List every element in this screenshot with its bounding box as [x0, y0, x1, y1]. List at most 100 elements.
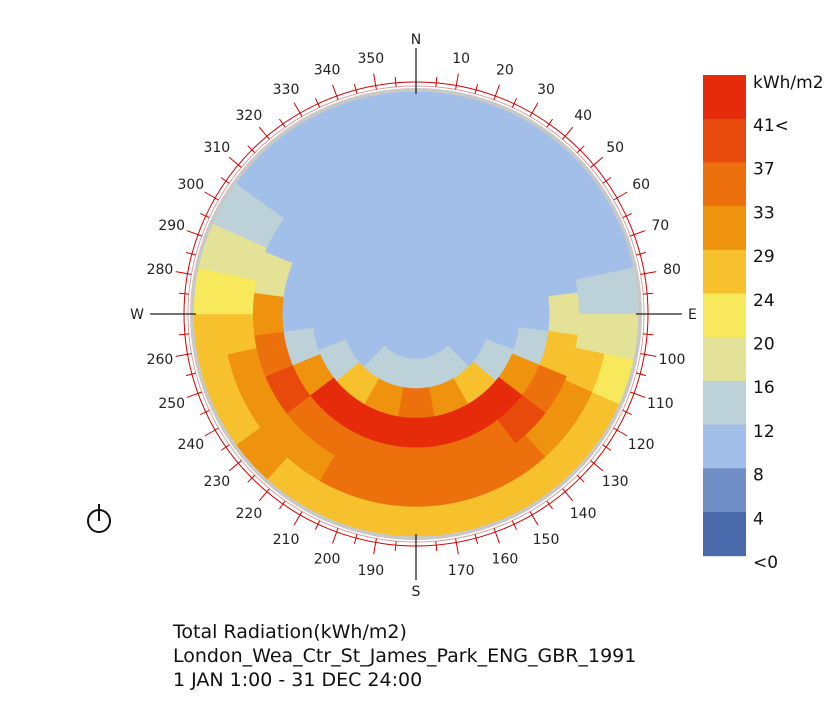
azimuth-tick	[186, 230, 202, 237]
caption-location: London_Wea_Ctr_St_James_Park_ENG_GBR_199…	[173, 645, 637, 667]
azimuth-tick	[562, 126, 574, 140]
sky-patch	[394, 150, 438, 183]
compass-label-north: N	[411, 32, 421, 48]
legend-swatch	[703, 380, 746, 426]
azimuth-label: 30	[537, 82, 555, 98]
legend-swatch	[703, 206, 746, 251]
azimuth-label: 220	[236, 506, 263, 522]
azimuth-tick	[293, 102, 303, 117]
sky-patch	[193, 267, 229, 315]
azimuth-label: 320	[236, 108, 263, 124]
azimuth-tick	[640, 353, 657, 357]
azimuth-label: 110	[647, 396, 674, 412]
azimuth-tick	[200, 409, 210, 416]
sky-patch	[394, 445, 438, 478]
legend-swatch	[703, 293, 746, 338]
azimuth-tick	[247, 474, 256, 483]
azimuth-tick	[602, 177, 612, 184]
azimuth-tick	[279, 500, 286, 510]
chart-caption: Total Radiation(kWh/m2) London_Wea_Ctr_S…	[173, 620, 636, 692]
azimuth-tick	[220, 177, 230, 184]
azimuth-tick	[228, 156, 242, 168]
caption-title: Total Radiation(kWh/m2)	[173, 621, 407, 643]
azimuth-tick	[630, 391, 646, 398]
legend-label: 29	[753, 247, 775, 267]
azimuth-label: 100	[659, 352, 686, 368]
sky-patch	[223, 313, 258, 355]
azimuth-label: 70	[651, 218, 669, 234]
azimuth-label: 130	[602, 474, 629, 490]
azimuth-tick	[474, 534, 479, 545]
azimuth-label: 20	[496, 63, 514, 79]
azimuth-tick	[394, 76, 397, 87]
azimuth-label: 190	[357, 563, 384, 579]
azimuth-tick	[455, 73, 459, 90]
azimuth-tick	[258, 126, 270, 140]
sky-patch	[574, 313, 609, 355]
azimuth-tick	[185, 372, 196, 377]
azimuth-tick	[353, 83, 358, 94]
azimuth-label: 230	[203, 474, 230, 490]
azimuth-tick	[613, 191, 628, 201]
legend-swatch	[703, 337, 746, 382]
azimuth-tick	[576, 474, 585, 483]
azimuth-label: 40	[574, 108, 592, 124]
azimuth-tick	[590, 156, 604, 168]
azimuth-tick	[314, 520, 321, 530]
azimuth-label: 170	[448, 563, 475, 579]
azimuth-label: 200	[314, 551, 341, 567]
azimuth-tick	[373, 73, 377, 90]
azimuth-tick	[185, 251, 196, 256]
sky-patch	[547, 292, 580, 336]
sky-patch	[282, 296, 314, 332]
azimuth-tick	[178, 333, 189, 336]
azimuth-tick	[435, 541, 438, 552]
azimuth-label: 310	[203, 140, 230, 156]
azimuth-tick	[636, 251, 647, 256]
legend-label: 8	[753, 466, 764, 486]
compass-labels: N E S W	[130, 32, 697, 600]
azimuth-tick	[394, 541, 397, 552]
azimuth-tick	[258, 488, 270, 502]
legend-swatch	[703, 424, 746, 469]
azimuth-tick	[640, 271, 657, 275]
azimuth-tick	[546, 500, 553, 510]
azimuth-label: 210	[273, 532, 300, 548]
azimuth-tick	[353, 534, 358, 545]
azimuth-label: 330	[273, 82, 300, 98]
azimuth-tick	[293, 511, 303, 526]
azimuth-tick	[636, 372, 647, 377]
azimuth-tick	[175, 353, 192, 357]
legend-swatch	[703, 512, 746, 557]
sky-patch	[395, 121, 437, 153]
legend-swatch	[703, 75, 746, 120]
azimuth-label: 280	[147, 262, 174, 278]
azimuth-tick	[435, 76, 438, 87]
compass-label-south: S	[412, 584, 421, 600]
azimuth-label: 290	[158, 218, 185, 234]
sky-patches	[190, 88, 642, 540]
azimuth-tick	[643, 292, 654, 295]
azimuth-tick	[332, 84, 339, 100]
legend-label: 37	[753, 160, 775, 180]
azimuth-tick	[220, 444, 230, 451]
legend: kWh/m2 41< 37 33 29 24 20 16 12 8 4 <0	[703, 73, 824, 573]
caption-period: 1 JAN 1:00 - 31 DEC 24:00	[173, 669, 423, 691]
sky-patch	[398, 416, 434, 448]
azimuth-tick	[332, 528, 339, 544]
azimuth-tick	[630, 230, 646, 237]
sky-patch	[603, 267, 639, 315]
azimuth-tick	[590, 460, 604, 472]
azimuth-label: 60	[632, 177, 650, 193]
azimuth-tick	[511, 520, 518, 530]
legend-label: 41<	[753, 116, 789, 136]
azimuth-tick	[455, 538, 459, 555]
azimuth-tick	[643, 333, 654, 336]
azimuth-tick	[247, 145, 256, 154]
azimuth-label: 50	[606, 140, 624, 156]
azimuth-label: 80	[663, 262, 681, 278]
azimuth-tick	[204, 427, 219, 437]
azimuth-label: 140	[570, 506, 597, 522]
power-icon[interactable]	[84, 500, 114, 541]
azimuth-tick	[178, 292, 189, 295]
